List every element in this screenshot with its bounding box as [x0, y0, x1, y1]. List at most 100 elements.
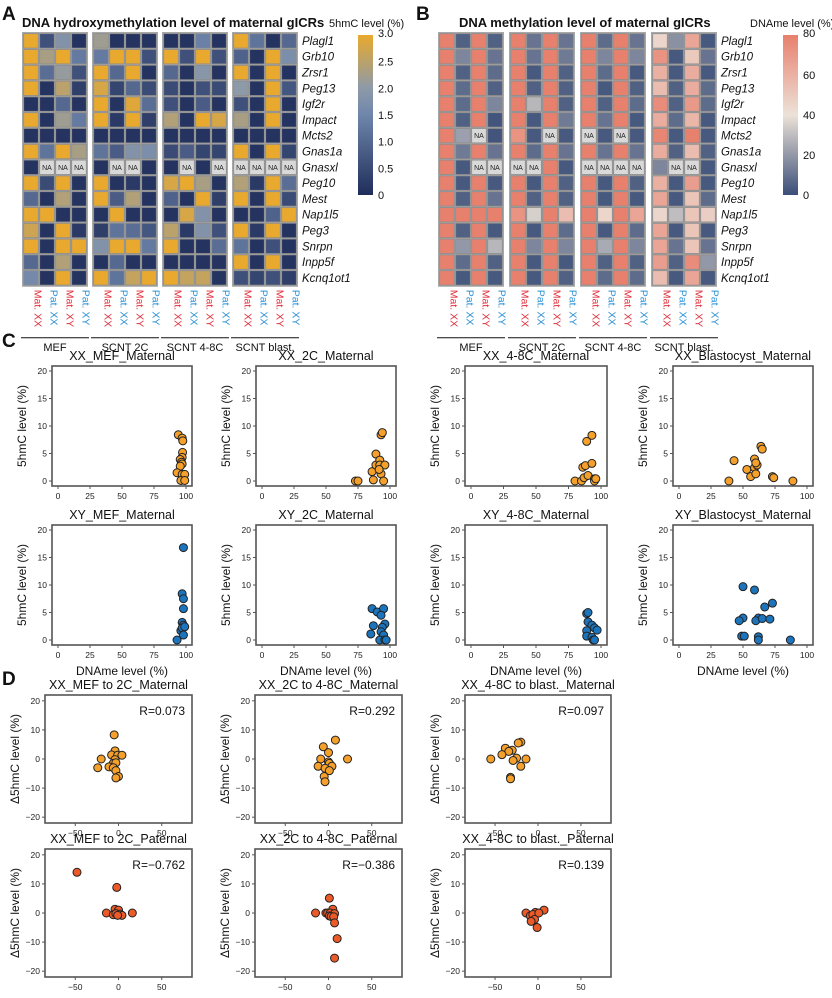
heatmap-cell-na [668, 159, 684, 175]
panel-label-a: A [2, 4, 16, 25]
column-label: Pat. XY [709, 290, 721, 326]
heatmap-cell [71, 270, 87, 286]
heatmap-cell [510, 238, 526, 254]
heatmap-cell [439, 222, 455, 239]
heatmap-cell [455, 112, 471, 128]
y-axis-label: 5hmC level (%) [15, 544, 29, 626]
data-point [178, 436, 188, 446]
plot-title: XY_2C_Maternal [278, 508, 373, 522]
data-point [178, 594, 188, 604]
heatmap-cell [163, 238, 179, 254]
plot-title: XY_Blastocyst_Maternal [675, 508, 811, 522]
x-tick-label: 0 [469, 650, 474, 660]
heatmap-cell [163, 128, 179, 144]
heatmap-cell [558, 270, 574, 286]
heatmap-cell [652, 143, 668, 160]
heatmap-cell [510, 112, 526, 128]
heatmap-cell [211, 64, 227, 81]
heatmap-cell [179, 64, 195, 81]
y-tick-label: −20 [446, 812, 461, 822]
heatmap-cell [109, 49, 125, 65]
heatmap-cell [439, 96, 455, 112]
heatmap-cell [439, 128, 455, 144]
y-tick-label: 5 [455, 449, 460, 459]
colorbar-tick: 2.5 [378, 57, 393, 69]
data-point [788, 476, 798, 486]
heatmap-cell-na [55, 159, 71, 175]
heatmap-cell [613, 64, 629, 81]
data-point [368, 475, 378, 485]
x-tick-label: 50 [738, 491, 748, 501]
gene-label: Impact [302, 115, 337, 127]
heatmap-cell [700, 238, 716, 254]
x-tick-label: 75 [149, 650, 159, 660]
x-tick-label: 50 [576, 982, 586, 992]
na-label: NA [182, 165, 192, 172]
column-label: Mat. XY [551, 290, 563, 327]
heatmap-cell [233, 207, 249, 223]
y-tick-label: −10 [26, 937, 41, 947]
heatmap-cell [629, 80, 645, 96]
heatmap-cell [510, 222, 526, 239]
heatmap-cell [179, 143, 195, 160]
heatmap-cell [510, 80, 526, 96]
heatmap-cell [668, 238, 684, 254]
heatmap-cell [23, 238, 39, 254]
heatmap-cell [597, 207, 613, 223]
y-tick-label: 5 [246, 449, 251, 459]
column-label: Mat. XX [590, 290, 602, 327]
y-tick-label: −10 [446, 937, 461, 947]
y-tick-label: 10 [242, 580, 252, 590]
y-axis-label: 5hmC level (%) [219, 385, 233, 467]
data-point [381, 635, 391, 645]
gene-label: Plagl1 [302, 36, 334, 48]
heatmap-cell [179, 222, 195, 239]
x-axis-label: DNAme level (%) [697, 664, 789, 678]
heatmap-cell [668, 33, 684, 49]
heatmap-cell [109, 64, 125, 81]
heatmap-cell [233, 112, 249, 128]
heatmap-cell [179, 207, 195, 223]
x-tick-label: 50 [738, 650, 748, 660]
heatmap-cell [558, 175, 574, 191]
data-point [724, 476, 734, 486]
heatmap-cell [39, 49, 55, 65]
x-tick-label: 100 [800, 650, 814, 660]
heatmap-cell [93, 49, 109, 65]
heatmap-cell [163, 112, 179, 128]
heatmap-cell [249, 143, 265, 160]
heatmap-cell [39, 270, 55, 286]
heatmap-cell [510, 143, 526, 160]
heatmap-cell [510, 207, 526, 223]
heatmap-cell [163, 64, 179, 81]
y-tick-label: 20 [31, 850, 41, 860]
plot-title: XY_MEF_Maternal [69, 508, 175, 522]
heatmap-cell [249, 254, 265, 270]
correlation-label: R=0.097 [558, 704, 604, 718]
heatmap-cell-na [471, 128, 487, 144]
heatmap-cell [109, 207, 125, 223]
heatmap-cell [700, 143, 716, 160]
colorbar-tick: 2.0 [378, 83, 393, 95]
y-tick-label: 0 [455, 635, 460, 645]
heatmap-cell [668, 49, 684, 65]
heatmap-cell [471, 64, 487, 81]
heatmap-cell [211, 270, 227, 286]
heatmap-cell [195, 64, 211, 81]
heatmap-5hmc-legend-title: 5hmC level (%) [329, 18, 404, 30]
heatmap-cell [233, 222, 249, 239]
data-point [734, 616, 744, 626]
data-point [330, 953, 340, 963]
data-point [765, 614, 775, 624]
na-label: NA [490, 165, 500, 172]
na-label: NA [42, 165, 52, 172]
heatmap-cell [455, 80, 471, 96]
heatmap-cell [71, 175, 87, 191]
y-tick-label: 15 [659, 394, 669, 404]
heatmap-cell [265, 143, 281, 160]
column-label: Pat. XX [188, 290, 200, 326]
heatmap-cell [487, 270, 503, 286]
heatmap-cell [439, 49, 455, 65]
